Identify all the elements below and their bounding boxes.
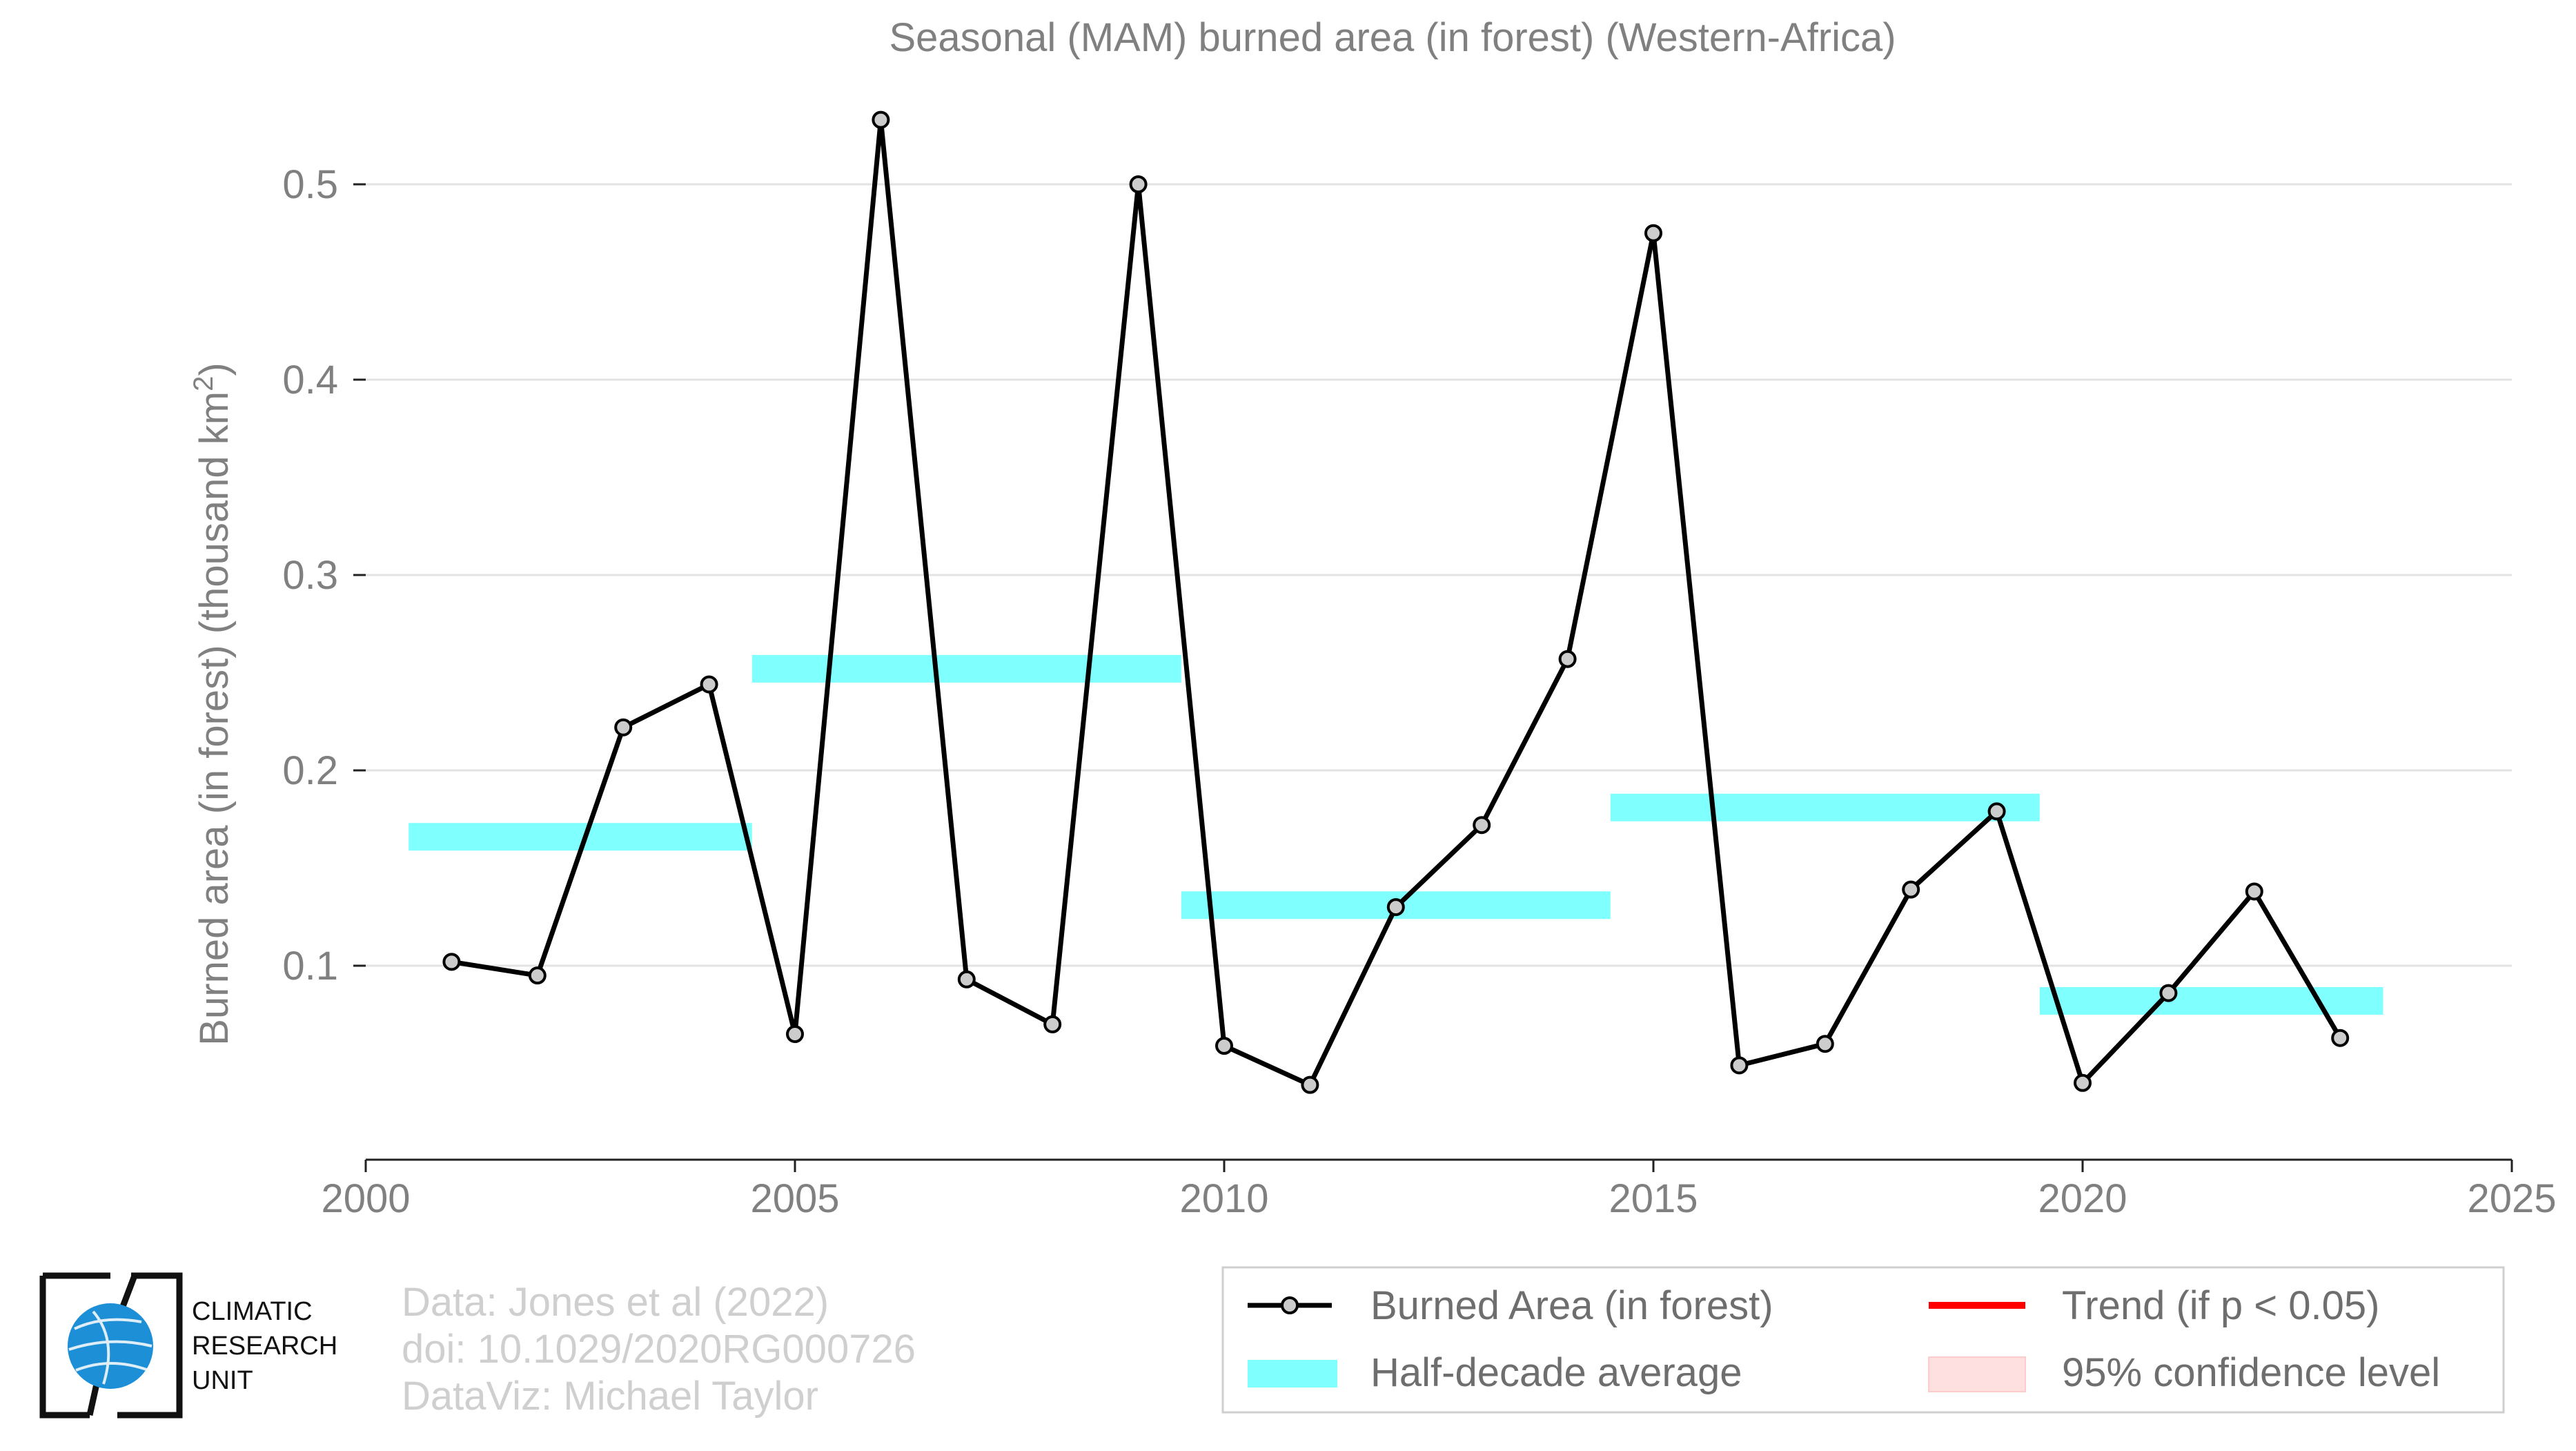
- x-tick-label: 2000: [321, 1176, 410, 1221]
- series-burned-area: [442, 110, 2350, 1094]
- logo-line-3: UNIT: [192, 1366, 253, 1395]
- series-line: [451, 117, 2343, 1088]
- data-point: [614, 718, 633, 737]
- data-point: [1473, 816, 1491, 835]
- half-decade-band: [751, 654, 1181, 683]
- legend-swatch-half-decade: [1248, 1360, 1337, 1387]
- y-tick-label: 0.2: [282, 748, 338, 793]
- data-point: [2074, 1073, 2092, 1092]
- data-point: [1043, 1015, 1062, 1033]
- data-point: [1644, 224, 1662, 242]
- data-point: [442, 953, 461, 971]
- chart-title: Seasonal (MAM) burned area (in forest) (…: [889, 15, 1896, 60]
- x-tick-label: 2025: [2467, 1176, 2556, 1221]
- cru-logo: CLIMATIC RESEARCH UNIT: [39, 1272, 337, 1419]
- data-point: [1902, 880, 1920, 899]
- x-tick-label: 2010: [1179, 1176, 1268, 1221]
- legend-label-confidence: 95% confidence level: [2062, 1350, 2440, 1395]
- data-point: [1816, 1035, 1834, 1053]
- legend-label-trend: Trend (if p < 0.05): [2062, 1283, 2379, 1328]
- credit-data: Data: Jones et al (2022): [402, 1280, 829, 1325]
- logo-bracket: [39, 1272, 183, 1419]
- y-axis-label: Burned area (in forest) (thousand km2): [188, 362, 237, 1045]
- legend-label-burned-area: Burned Area (in forest): [1370, 1283, 1773, 1328]
- globe-lines: [68, 1310, 153, 1385]
- data-point: [1730, 1056, 1749, 1075]
- data-point: [2331, 1029, 2350, 1047]
- y-tick-label: 0.4: [282, 358, 338, 402]
- data-point: [528, 966, 547, 985]
- data-point: [1129, 175, 1148, 193]
- x-tick-label: 2005: [750, 1176, 839, 1221]
- legend-swatch-confidence: [1928, 1356, 2026, 1392]
- x-tick-label: 2015: [1609, 1176, 1698, 1221]
- legend-box: [1221, 1266, 2505, 1414]
- data-point: [2159, 984, 2178, 1002]
- data-point: [2245, 882, 2263, 901]
- half-decade-band: [2039, 986, 2383, 1015]
- x-ticks: 2000 2005 2010 2015 2020 2025: [321, 1160, 2557, 1221]
- logo-line-2: RESEARCH: [192, 1332, 337, 1361]
- half-decade-bands: [409, 654, 2383, 1015]
- y-tick-label: 0.3: [282, 553, 338, 598]
- data-point: [957, 970, 976, 989]
- logo-line-1: CLIMATIC: [192, 1297, 313, 1326]
- legend-marker-burned-area: [1281, 1296, 1299, 1314]
- data-point: [1987, 802, 2006, 821]
- y-tick-label: 0.1: [282, 944, 338, 989]
- data-point: [786, 1025, 804, 1044]
- credit-doi: doi: 10.1029/2020RG000726: [402, 1327, 916, 1372]
- credit-dataviz: DataViz: Michael Taylor: [402, 1374, 818, 1419]
- legend: Burned Area (in forest) Trend (if p < 0.…: [1221, 1266, 2505, 1414]
- data-point: [1386, 898, 1405, 917]
- y-ticks: 0.1 0.2 0.3 0.4 0.5: [282, 162, 366, 989]
- data-point: [872, 110, 890, 129]
- x-tick-label: 2020: [2038, 1176, 2127, 1221]
- data-point: [700, 675, 718, 694]
- half-decade-band: [1610, 793, 2040, 821]
- data-point: [1215, 1037, 1233, 1055]
- legend-label-half-decade: Half-decade average: [1370, 1350, 1742, 1395]
- gridlines: [366, 183, 2512, 967]
- data-point: [1558, 650, 1577, 668]
- y-tick-label: 0.5: [282, 162, 338, 207]
- data-point: [1301, 1075, 1319, 1094]
